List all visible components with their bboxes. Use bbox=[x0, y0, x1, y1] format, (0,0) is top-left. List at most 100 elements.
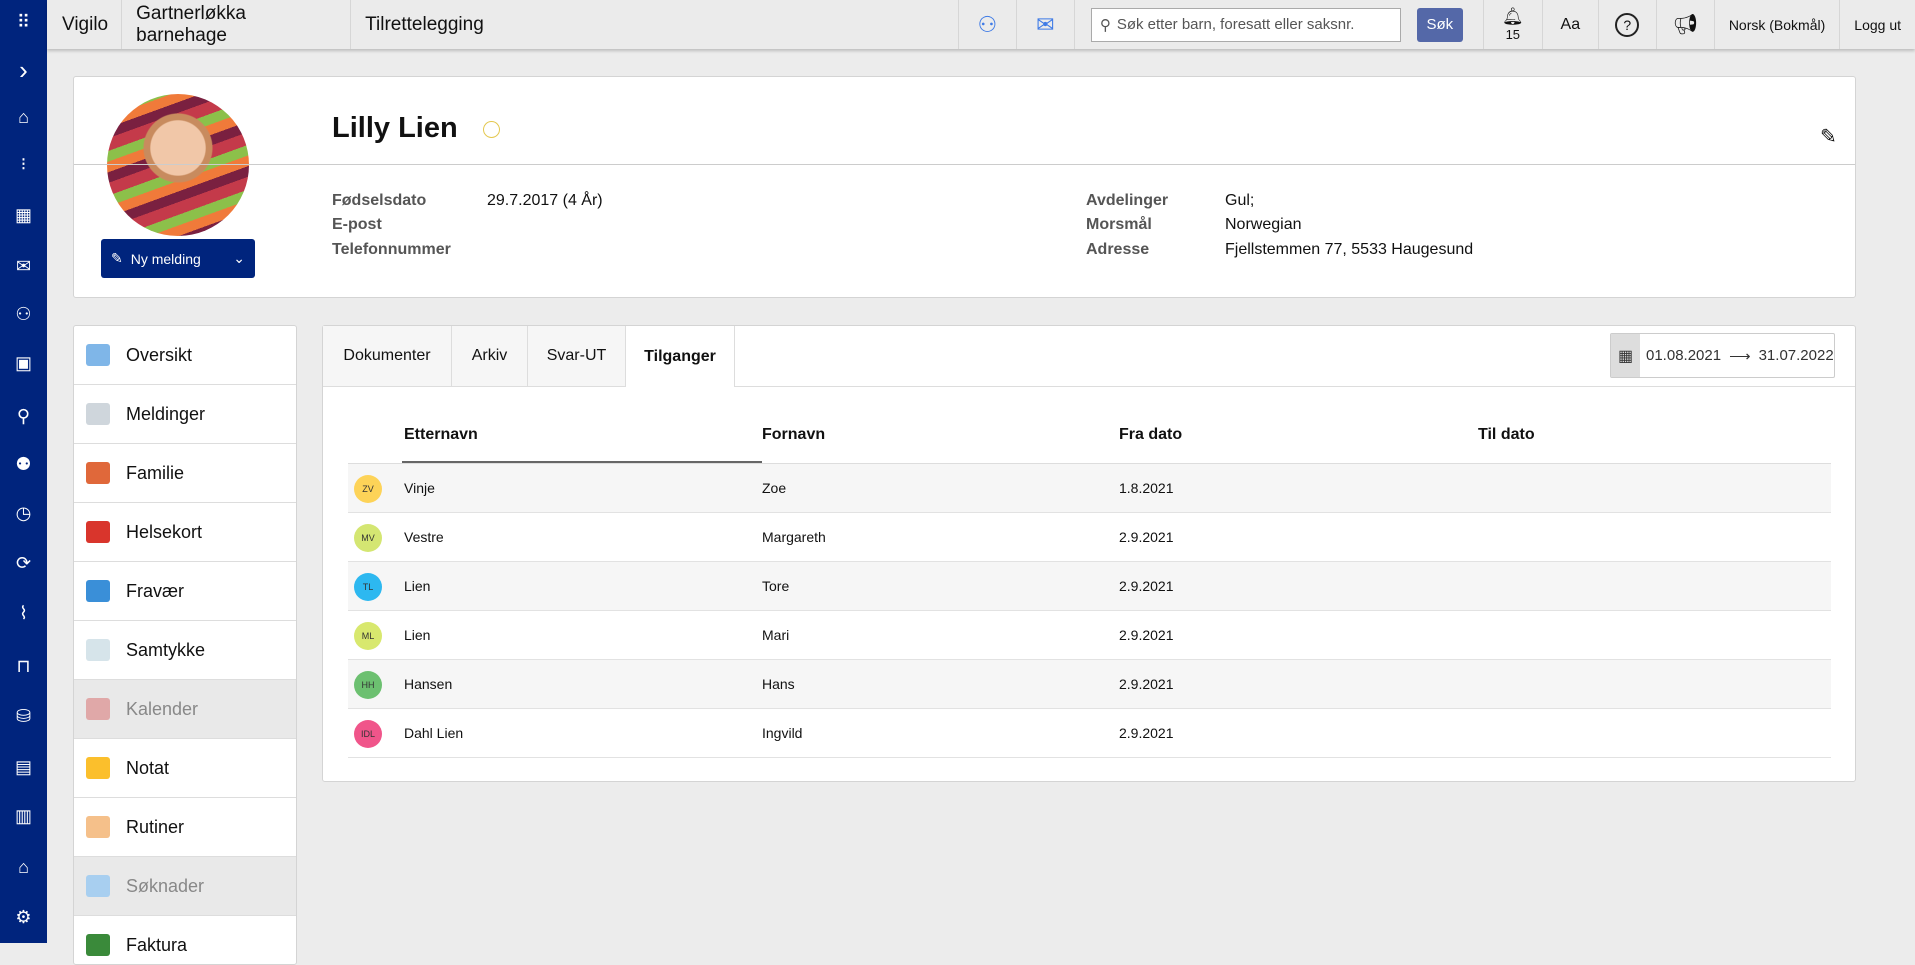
menu-item-faktura[interactable]: Faktura bbox=[74, 916, 296, 964]
col-fra-dato[interactable]: Fra dato bbox=[1119, 426, 1183, 443]
cell-first: Mari bbox=[762, 627, 790, 643]
new-message-button[interactable]: ✎ Ny melding ⌄ bbox=[101, 239, 255, 278]
font-size-button[interactable]: Aa bbox=[1543, 0, 1599, 49]
helsekort-icon bbox=[86, 521, 110, 543]
field-label: Avdelinger bbox=[1086, 192, 1169, 209]
badge-icon[interactable]: ▣ bbox=[14, 353, 32, 373]
logout-button[interactable]: Logg ut bbox=[1854, 16, 1901, 33]
col-fornavn[interactable]: Fornavn bbox=[762, 426, 826, 443]
cell-last: Vestre bbox=[404, 529, 444, 545]
edit-icon[interactable]: ✎ bbox=[1820, 126, 1837, 148]
gear-icon[interactable]: ⚙ bbox=[15, 907, 32, 927]
table-row[interactable]: TL Lien Tore 2.9.2021 bbox=[348, 562, 1831, 611]
table-row[interactable]: IDL Dahl Lien Ingvild 2.9.2021 bbox=[348, 709, 1831, 758]
field-value: Norwegian bbox=[1225, 216, 1302, 233]
contacts-icon[interactable]: ⚇ bbox=[959, 0, 1017, 49]
faktura-icon bbox=[86, 934, 110, 956]
mail-icon[interactable]: ✉ bbox=[15, 256, 32, 276]
coins-icon[interactable]: ⛁ bbox=[15, 706, 32, 726]
home-icon[interactable]: ⌂ bbox=[18, 107, 29, 127]
tab-tilganger[interactable]: Tilganger bbox=[626, 326, 735, 387]
tab-svar-ut[interactable]: Svar-UT bbox=[528, 326, 626, 387]
menu-item-notat[interactable]: Notat bbox=[74, 739, 296, 798]
search-button[interactable]: Søk bbox=[1416, 7, 1463, 42]
menu-item-fravær[interactable]: Fravær bbox=[74, 562, 296, 621]
field-label: Telefonnummer bbox=[332, 241, 451, 258]
cell-last: Vinje bbox=[404, 480, 435, 496]
calendar-grid-icon[interactable]: ▦ bbox=[14, 205, 32, 225]
document-icon[interactable]: ▤ bbox=[14, 757, 32, 777]
tasks-icon[interactable]: ⁝ bbox=[20, 154, 27, 174]
school-icon[interactable]: ⌂ bbox=[18, 857, 29, 877]
cell-from: 2.9.2021 bbox=[1119, 529, 1174, 545]
table-row[interactable]: MV Vestre Margareth 2.9.2021 bbox=[348, 513, 1831, 562]
calendar-icon[interactable]: ▦ bbox=[1611, 334, 1640, 377]
megaphone-icon[interactable]: 📢︎ bbox=[1657, 0, 1715, 49]
chevron-down-icon[interactable]: ⌄ bbox=[233, 250, 245, 266]
tab-dokumenter[interactable]: Dokumenter bbox=[323, 326, 452, 387]
date-range-picker[interactable]: ▦ 01.08.2021 ⟶ 31.07.2022 bbox=[1610, 333, 1835, 378]
initials-avatar: HH bbox=[354, 671, 382, 699]
rutiner-icon bbox=[86, 816, 110, 838]
history-icon[interactable] bbox=[483, 121, 500, 138]
children-icon[interactable]: ⚇ bbox=[15, 304, 32, 324]
compose-icon: ✎ bbox=[111, 250, 123, 266]
chevron-right-icon[interactable]: › bbox=[19, 55, 28, 85]
menu-item-samtykke[interactable]: Samtykke bbox=[74, 621, 296, 680]
tab-bar-line bbox=[735, 386, 1855, 387]
cell-from: 2.9.2021 bbox=[1119, 627, 1174, 643]
person-calendar-icon[interactable]: ⚲ bbox=[16, 406, 31, 426]
table-row[interactable]: HH Hansen Hans 2.9.2021 bbox=[348, 660, 1831, 709]
bell-icon: 🔔︎ bbox=[1502, 7, 1524, 26]
cell-first: Ingvild bbox=[762, 725, 803, 741]
module-name[interactable]: Tilrettelegging bbox=[351, 0, 959, 49]
table-row[interactable]: ZV Vinje Zoe 1.8.2021 bbox=[348, 464, 1831, 513]
field-label: Adresse bbox=[1086, 241, 1150, 258]
initials-avatar: MV bbox=[354, 524, 382, 552]
col-etternavn[interactable]: Etternavn bbox=[404, 426, 478, 443]
tab-arkiv[interactable]: Arkiv bbox=[452, 326, 528, 387]
clock-calendar-icon[interactable]: ◷ bbox=[15, 503, 32, 523]
initials-avatar: TL bbox=[354, 573, 382, 601]
menu-item-rutiner[interactable]: Rutiner bbox=[74, 798, 296, 857]
app-name[interactable]: Vigilo bbox=[47, 0, 123, 49]
col-til-dato[interactable]: Til dato bbox=[1478, 426, 1535, 443]
mail-icon[interactable]: ✉ bbox=[1017, 0, 1075, 49]
help-icon[interactable]: ? bbox=[1599, 0, 1657, 49]
meldinger-icon bbox=[86, 403, 110, 425]
menu-item-helsekort[interactable]: Helsekort bbox=[74, 503, 296, 562]
initials-avatar: ML bbox=[354, 622, 382, 650]
desk-icon[interactable]: ⊓ bbox=[16, 656, 31, 676]
cell-from: 2.9.2021 bbox=[1119, 578, 1174, 594]
child-name: Lilly Lien bbox=[332, 112, 458, 144]
menu-item-oversikt[interactable]: Oversikt bbox=[74, 326, 296, 385]
sleep-icon[interactable]: ⌇ bbox=[19, 603, 28, 623]
language-button[interactable]: Norsk (Bokmål) bbox=[1715, 0, 1841, 49]
cell-last: Hansen bbox=[404, 676, 453, 692]
arrow-right-icon: ⟶ bbox=[1729, 347, 1751, 365]
school-name[interactable]: Gartnerløkka barnehage bbox=[122, 0, 352, 49]
cell-first: Margareth bbox=[762, 529, 826, 545]
samtykke-icon bbox=[86, 639, 110, 661]
søknader-icon bbox=[86, 875, 110, 897]
bar-chart-icon[interactable]: ▥ bbox=[14, 806, 32, 826]
grid-icon[interactable]: ⠿ bbox=[16, 12, 31, 32]
field-value: Gul; bbox=[1225, 192, 1255, 209]
search-input[interactable]: ⚲ Søk etter barn, foresatt eller saksnr. bbox=[1090, 7, 1401, 42]
cell-last: Lien bbox=[404, 578, 431, 594]
notifications-button[interactable]: 🔔︎ 15 bbox=[1482, 0, 1543, 49]
group-icon[interactable]: ⚉ bbox=[15, 454, 32, 474]
table-row[interactable]: ML Lien Mari 2.9.2021 bbox=[348, 611, 1831, 660]
sort-indicator bbox=[402, 461, 762, 464]
menu-item-søknader[interactable]: Søknader bbox=[74, 857, 296, 916]
nav-rail: ⠿ › ⌂ ⁝ ▦ ✉ ⚇ ▣ ⚲ ⚉ ◷ ⟳ ⌇ ⊓ ⛁ ▤ ▥ ⌂ ⚙ bbox=[0, 0, 47, 943]
side-menu: Oversikt Meldinger Familie Helsekort Fravær S… bbox=[73, 325, 297, 965]
familie-icon bbox=[86, 462, 110, 484]
menu-item-meldinger[interactable]: Meldinger bbox=[74, 385, 296, 444]
cell-last: Lien bbox=[404, 627, 431, 643]
menu-item-familie[interactable]: Familie bbox=[74, 444, 296, 503]
fravær-icon bbox=[86, 580, 110, 602]
menu-item-kalender[interactable]: Kalender bbox=[74, 680, 296, 739]
profile-card bbox=[73, 76, 1856, 298]
person-rotate-icon[interactable]: ⟳ bbox=[15, 553, 32, 573]
